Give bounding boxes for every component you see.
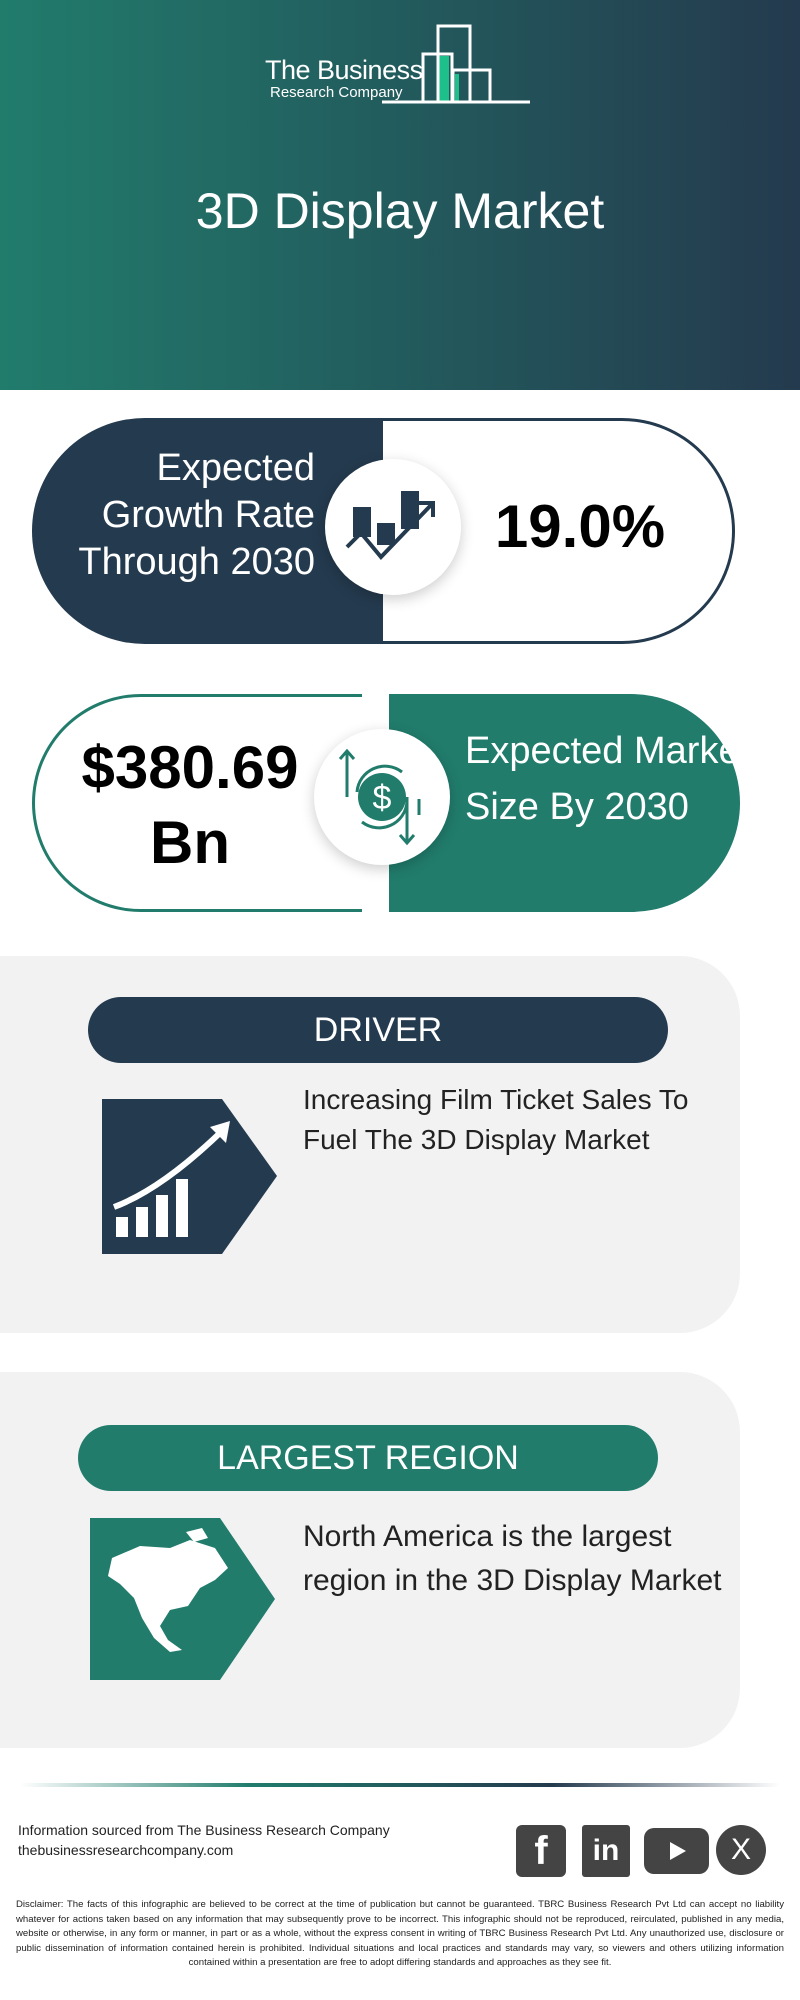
linkedin-icon[interactable]: in xyxy=(582,1825,630,1877)
market-size-label: Expected Market Size By 2030 xyxy=(465,730,751,828)
market-size-icon-circle: $ xyxy=(314,729,450,865)
growth-label-panel xyxy=(32,418,383,644)
growth-label: Expected Growth Rate Through 2030 xyxy=(78,447,315,583)
rising-bars-arrow-icon xyxy=(102,1099,277,1254)
logo-text: The Business xyxy=(265,55,423,85)
driver-text: Increasing Film Ticket Sales To Fuel The… xyxy=(303,1084,689,1155)
market-size-value-panel xyxy=(32,694,362,912)
website-link[interactable]: thebusinessresearchcompany.com xyxy=(18,1842,234,1858)
svg-text:$: $ xyxy=(373,779,392,817)
logo-subtext: Research Company xyxy=(270,84,403,101)
growth-value: 19.0% xyxy=(494,493,666,560)
youtube-icon[interactable] xyxy=(644,1828,709,1874)
footer-divider xyxy=(20,1783,780,1787)
disclaimer: Disclaimer: The facts of this infographi… xyxy=(16,1899,784,1968)
page-title: 3D Display Market xyxy=(195,183,605,239)
facebook-icon[interactable]: f xyxy=(516,1825,566,1877)
dollar-exchange-icon: $ xyxy=(338,748,421,846)
north-america-map-icon xyxy=(90,1518,275,1680)
x-icon[interactable]: X xyxy=(716,1825,766,1875)
driver-heading: DRIVER xyxy=(88,997,668,1063)
growth-chart-icon xyxy=(345,491,435,560)
region-heading: LARGEST REGION xyxy=(78,1425,658,1491)
logo-buildings-icon xyxy=(382,24,530,104)
header-banner xyxy=(0,0,800,390)
region-text: North America is the largest region in t… xyxy=(303,1520,722,1597)
market-size-value: $380.69 Bn xyxy=(81,734,299,876)
growth-icon-circle xyxy=(325,459,461,595)
source-text: Information sourced from The Business Re… xyxy=(18,1822,390,1838)
